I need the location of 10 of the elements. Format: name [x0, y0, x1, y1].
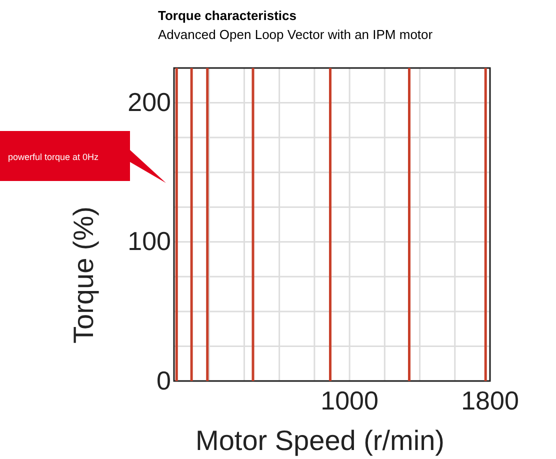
x-tick-label: 1000: [320, 385, 378, 416]
y-tick-label: 100: [128, 226, 171, 256]
y-tick-label: 200: [128, 87, 171, 118]
text: powerful torque at 0Hz: [8, 152, 100, 162]
y-axis-title: Torque (%): [68, 206, 99, 344]
x-axis-title: Motor Speed (r/min): [196, 425, 444, 456]
chart-subtitle: Advanced Open Loop Vector with an IPM motor: [158, 27, 434, 42]
y-tick-label: 0: [156, 365, 171, 396]
x-tick-label: 1800: [461, 385, 519, 416]
chart-title: Torque characteristics: [158, 8, 296, 23]
